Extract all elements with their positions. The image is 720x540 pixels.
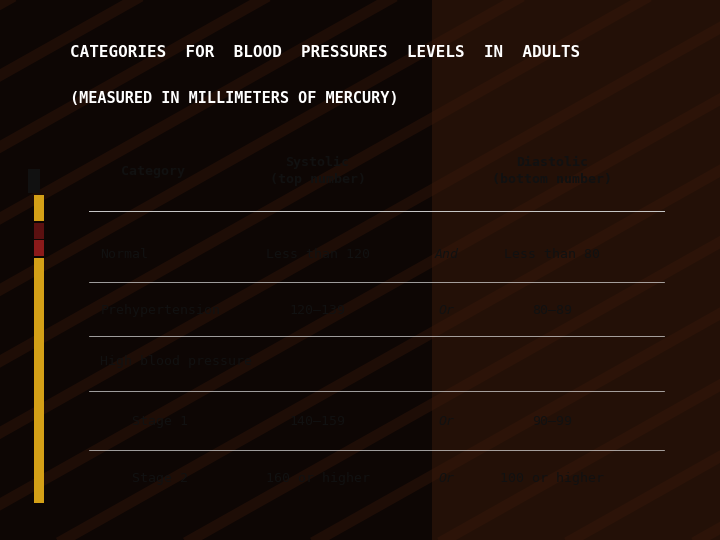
Text: CATEGORIES  FOR  BLOOD  PRESSURES  LEVELS  IN  ADULTS: CATEGORIES FOR BLOOD PRESSURES LEVELS IN… bbox=[70, 45, 580, 60]
Text: 90–99: 90–99 bbox=[532, 415, 572, 428]
Text: 100 or higher: 100 or higher bbox=[500, 472, 604, 485]
Text: High blood pressure: High blood pressure bbox=[100, 355, 253, 368]
Text: 140–159: 140–159 bbox=[289, 415, 346, 428]
Text: Less than 80: Less than 80 bbox=[504, 248, 600, 261]
Text: 80–89: 80–89 bbox=[532, 303, 572, 316]
Text: Normal: Normal bbox=[100, 248, 148, 261]
Text: Or: Or bbox=[438, 415, 454, 428]
Text: 160 or higher: 160 or higher bbox=[266, 472, 369, 485]
Bar bbox=[35, 222, 44, 239]
Text: Stage 2: Stage 2 bbox=[100, 472, 189, 485]
Text: Category: Category bbox=[121, 165, 185, 178]
Bar bbox=[28, 169, 40, 193]
Text: Systolic
(top number): Systolic (top number) bbox=[269, 156, 366, 186]
Text: Or: Or bbox=[438, 472, 454, 485]
Text: And: And bbox=[435, 248, 459, 261]
Text: 120–139: 120–139 bbox=[289, 303, 346, 316]
Bar bbox=[35, 240, 44, 256]
Bar bbox=[35, 195, 44, 221]
Text: Diastolic
(bottom number): Diastolic (bottom number) bbox=[492, 156, 612, 186]
Text: Stage 1: Stage 1 bbox=[100, 415, 189, 428]
Text: Prehypertension: Prehypertension bbox=[100, 303, 220, 316]
Text: (MEASURED IN MILLIMETERS OF MERCURY): (MEASURED IN MILLIMETERS OF MERCURY) bbox=[70, 91, 398, 106]
FancyBboxPatch shape bbox=[432, 0, 720, 540]
Text: Less than 120: Less than 120 bbox=[266, 248, 369, 261]
Bar bbox=[35, 259, 44, 503]
Text: Or: Or bbox=[438, 303, 454, 316]
